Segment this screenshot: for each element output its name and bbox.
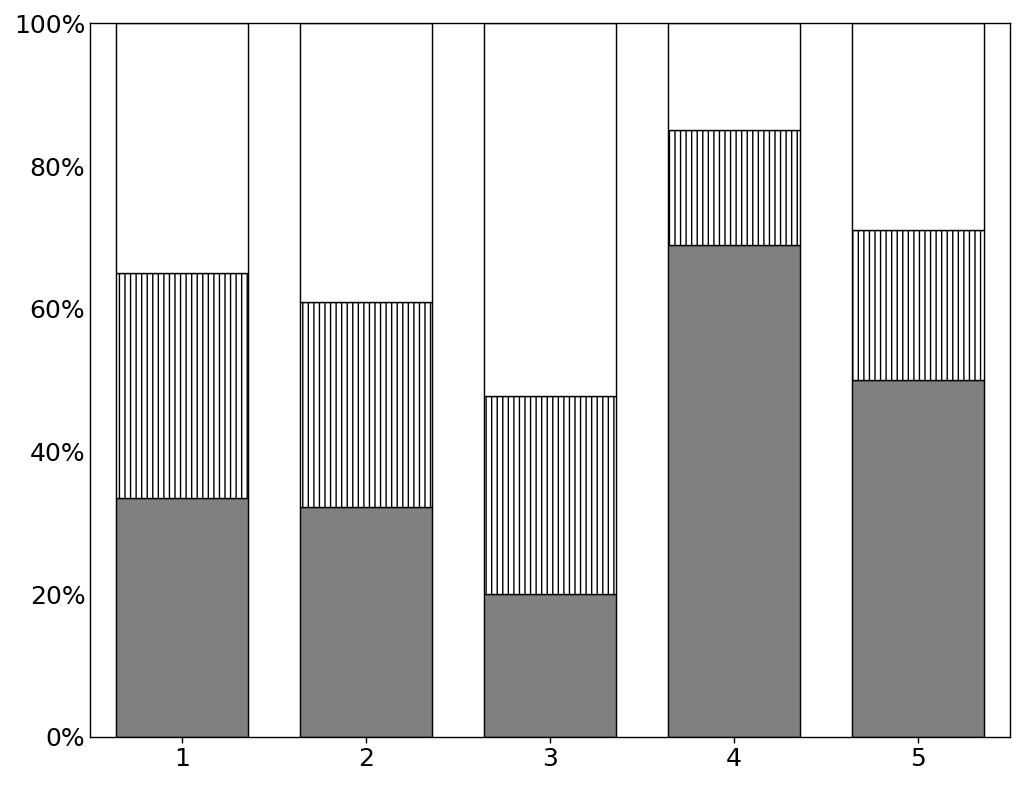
Bar	[116, 24, 249, 273]
Bar	[300, 24, 432, 301]
Bar	[668, 24, 801, 130]
Bar	[300, 301, 432, 507]
Bar	[668, 244, 801, 736]
Bar	[852, 380, 984, 736]
Bar	[116, 498, 249, 736]
Bar	[300, 507, 432, 736]
Bar	[852, 230, 984, 380]
Bar	[668, 130, 801, 244]
Bar	[484, 24, 616, 396]
Bar	[484, 396, 616, 594]
Bar	[852, 24, 984, 230]
Bar	[116, 273, 249, 498]
Bar	[484, 594, 616, 736]
